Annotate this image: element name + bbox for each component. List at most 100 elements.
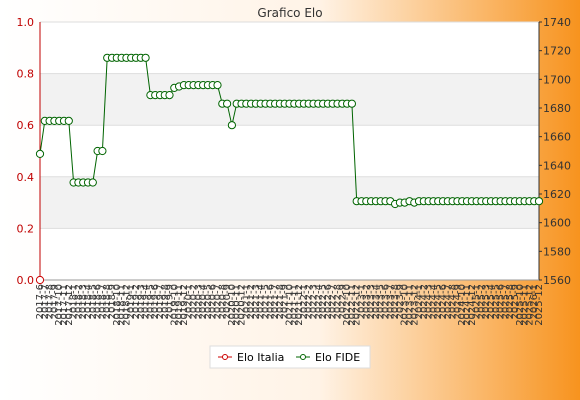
x-tick-label: 2020-2 [189,284,200,319]
y-right-tick-label: 1720 [543,45,571,58]
x-tick-label: 2023-10 [400,284,411,326]
x-tick-label: 2019-8 [160,284,171,319]
x-tick-label: 2018-4 [83,284,94,319]
x-tick-label: 2026-1 [529,284,540,319]
y-left-tick-label: 0.8 [17,68,35,81]
chart-title: Grafico Elo [257,6,322,20]
x-tick-label: 2019-9 [165,284,176,319]
x-tick-label: 2022-11 [347,284,358,326]
x-tick-label: 2022-4 [313,284,324,319]
x-tick-label: 2019-2 [131,284,142,319]
y-left-tick-label: 0.0 [17,274,35,287]
x-tick-label: 2022-8 [332,284,343,319]
x-tick-label: 2025-12 [524,284,535,326]
legend-marker-elo-fide [300,354,306,360]
data-point-elo-italia [35,275,45,285]
x-tick-label: 2021-11 [289,284,300,326]
x-tick-label: 2020-4 [198,284,209,319]
data-point-elo-fide [141,53,150,62]
data-point-elo-fide [223,99,232,108]
x-tick-label: 2018-5 [88,284,99,319]
x-tick-label: 2024-10 [457,284,468,326]
x-tick-label: 2020-9 [222,284,233,319]
x-tick-label: 2025-1 [472,284,483,319]
data-point-elo-fide [88,178,97,187]
x-tick-label: 2019-6 [150,284,161,319]
x-tick-label: 2025-2 [476,284,487,319]
x-tick-label: 2021-2 [246,284,257,319]
x-tick-label: 2020-10 [227,284,238,326]
x-tick-label: 2020-1 [184,284,195,319]
legend-label-elo-italia: Elo Italia [237,351,284,364]
data-point-elo-fide [213,81,222,90]
data-point-elo-fide [534,197,544,206]
x-tick-label: 2022-12 [352,284,363,326]
y-left-tick-label: 0.6 [17,119,35,132]
x-tick-label: 2023-6 [380,284,391,319]
x-tick-label: 2023-9 [395,284,406,319]
y-right-tick-label: 1680 [543,102,571,115]
x-tick-label: 2024-4 [428,284,439,319]
y-right-tick-label: 1660 [543,131,571,144]
x-tick-label: 2024-7 [443,284,454,319]
y-left-tick-label: 0.4 [17,171,35,184]
x-tick-label: 2019-12 [179,284,190,326]
x-tick-label: 2017-9 [49,284,60,319]
x-tick-label: 2018-6 [93,284,104,319]
x-tick-label: 2020-11 [232,284,243,326]
x-tick-label: 2024-8 [448,284,459,319]
x-tick-label: 2021-5 [261,284,272,319]
x-tick-label: 2021-9 [280,284,291,319]
data-point-elo-fide [64,116,73,126]
x-tick-label: 2018-9 [107,284,118,319]
x-tick-label: 2020-8 [217,284,228,319]
x-tick-label: 2023-12 [409,284,420,326]
x-tick-label: 2021-12 [294,284,305,326]
x-tick-label: 2017-11 [59,284,70,326]
x-tick-label: 2023-7 [385,284,396,319]
x-tick-label: 2018-11 [117,284,128,326]
x-tick-label: 2018-8 [102,284,113,319]
x-tick-label: 2022-1 [299,284,310,319]
x-tick-label: 2018-10 [112,284,123,326]
x-tick-label: 2017-8 [45,284,56,319]
data-point-elo-fide [227,121,236,130]
x-tick-label: 2018-12 [121,284,132,326]
x-tick-label: 2024-9 [452,284,463,319]
data-point-elo-fide [98,146,107,156]
y-right-tick-label: 1600 [543,217,571,230]
x-tick-label: 2023-3 [366,284,377,319]
data-point-elo-fide [347,99,356,108]
x-tick-label: 2022-9 [337,284,348,319]
x-tick-label: 2020-5 [203,284,214,319]
x-tick-label: 2023-1 [356,284,367,319]
x-tick-label: 2024-2 [419,284,430,319]
x-tick-label: 2022-10 [342,284,353,326]
x-tick-label: 2024-6 [438,284,449,319]
x-tick-label: 2025-12 [534,284,545,326]
y-right-tick-label: 1640 [543,159,571,172]
plot-area [40,22,539,280]
x-tick-label: 2019-7 [155,284,166,319]
y-right-tick-label: 1560 [543,274,571,287]
x-tick-label: 2020-12 [237,284,248,326]
data-point-elo-fide [35,149,45,158]
y-left-tick-label: 0.2 [17,222,35,235]
x-tick-label: 2021-7 [270,284,281,319]
x-tick-label: 2019-10 [169,284,180,326]
legend [209,345,371,369]
x-tick-label: 2021-1 [241,284,252,319]
x-tick-label: 2024-12 [467,284,478,326]
x-tick-label: 2023-11 [404,284,415,326]
x-tick-label: 2023-4 [371,284,382,319]
x-tick-label: 2025-8 [505,284,516,319]
x-tick-label: 2023-5 [376,284,387,319]
y-left-tick-label: 1.0 [17,16,35,29]
legend-marker-elo-italia [222,354,228,360]
plot-band [40,73,539,126]
x-tick-label: 2021-3 [251,284,262,319]
x-tick-label: 2024-3 [424,284,435,319]
x-tick-label: 2021-4 [256,284,267,319]
